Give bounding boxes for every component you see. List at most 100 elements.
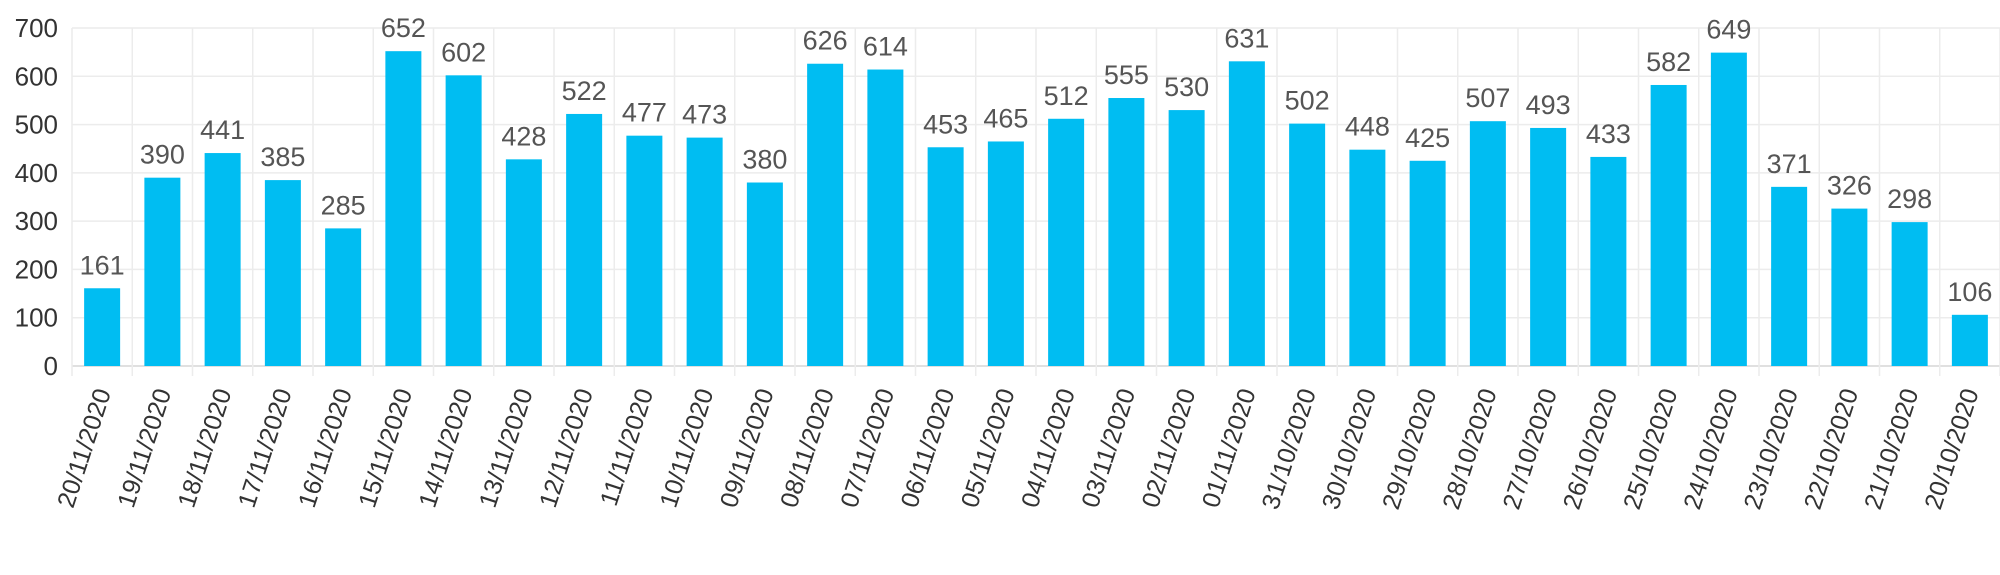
bar: [385, 51, 422, 366]
x-tick-label: 16/11/2020: [293, 385, 358, 511]
y-tick-label: 200: [15, 254, 58, 284]
data-label: 512: [1044, 81, 1089, 111]
bar: [204, 153, 241, 366]
bar: [1831, 208, 1868, 366]
bar: [626, 135, 663, 366]
data-label: 161: [80, 250, 125, 280]
data-label: 448: [1345, 112, 1390, 142]
data-label: 428: [501, 121, 546, 151]
y-tick-label: 0: [44, 351, 58, 381]
x-tick-label: 13/11/2020: [474, 385, 539, 511]
x-tick-label: 19/11/2020: [112, 385, 177, 511]
x-tick-label: 07/11/2020: [835, 385, 900, 511]
data-label: 502: [1285, 86, 1330, 116]
data-label: 453: [923, 109, 968, 139]
x-tick-label: 10/11/2020: [655, 385, 720, 511]
data-label: 507: [1465, 83, 1510, 113]
x-tick-label: 08/11/2020: [775, 385, 840, 511]
bar: [1530, 127, 1567, 366]
y-tick-label: 700: [15, 13, 58, 43]
x-tick-label: 05/11/2020: [956, 385, 1021, 511]
data-label: 433: [1586, 119, 1631, 149]
data-label: 106: [1947, 277, 1992, 307]
x-tick-label: 23/10/2020: [1739, 385, 1804, 513]
data-label: 298: [1887, 184, 1932, 214]
data-label: 602: [441, 37, 486, 67]
bar: [746, 182, 783, 366]
y-tick-label: 100: [15, 303, 58, 333]
bar: [1048, 118, 1085, 366]
y-tick-label: 600: [15, 61, 58, 91]
data-label: 441: [200, 115, 245, 145]
bar: [1168, 110, 1205, 366]
bar: [84, 288, 121, 366]
data-label: 493: [1526, 90, 1571, 120]
data-label: 652: [381, 13, 426, 43]
bar: [1409, 160, 1446, 366]
x-tick-label: 20/10/2020: [1919, 385, 1984, 513]
bar: [927, 147, 964, 366]
bars: [84, 51, 1988, 367]
x-tick-label: 29/10/2020: [1377, 385, 1442, 513]
bar: [987, 141, 1024, 366]
bar: [1710, 52, 1747, 367]
x-tick-label: 31/10/2020: [1257, 385, 1322, 513]
data-label: 649: [1706, 15, 1751, 45]
bar: [867, 69, 904, 367]
data-label: 555: [1104, 60, 1149, 90]
bar: [1650, 84, 1687, 366]
x-tick-label: 24/10/2020: [1678, 385, 1743, 513]
x-tick-label: 28/10/2020: [1437, 385, 1502, 513]
bar: [144, 177, 181, 366]
bar: [1951, 314, 1988, 366]
x-tick-label: 02/11/2020: [1137, 385, 1202, 511]
data-label: 326: [1827, 171, 1872, 201]
bar: [505, 159, 542, 366]
bar: [807, 63, 844, 366]
data-label: 465: [983, 103, 1028, 133]
bar: [1891, 222, 1928, 366]
data-label: 371: [1767, 149, 1812, 179]
data-label: 631: [1224, 23, 1269, 53]
x-tick-label: 04/11/2020: [1016, 385, 1081, 511]
x-tick-label: 15/11/2020: [353, 385, 418, 511]
x-tick-label: 06/11/2020: [896, 385, 961, 511]
data-label: 425: [1405, 123, 1450, 153]
x-tick-label: 30/10/2020: [1317, 385, 1382, 513]
data-label: 477: [622, 98, 667, 128]
y-axis-ticks: 0 100 200 300 400 500 600 700: [15, 13, 58, 381]
y-tick-label: 400: [15, 158, 58, 188]
x-tick-label: 14/11/2020: [414, 385, 479, 511]
x-tick-label: 03/11/2020: [1076, 385, 1141, 511]
data-label: 626: [803, 26, 848, 56]
bar: [1349, 149, 1386, 366]
bar: [566, 113, 603, 366]
data-label: 380: [742, 145, 787, 175]
data-label: 473: [682, 100, 727, 130]
bar: [264, 180, 301, 366]
x-tick-label: 22/10/2020: [1799, 385, 1864, 513]
x-tick-label: 11/11/2020: [595, 385, 659, 509]
bar: [1469, 121, 1506, 366]
data-label: 385: [260, 142, 305, 172]
data-label: 614: [863, 32, 908, 62]
bar: [1590, 156, 1627, 366]
x-tick-label: 17/11/2020: [233, 385, 298, 511]
data-label: 530: [1164, 72, 1209, 102]
data-label: 522: [562, 76, 607, 106]
x-tick-label: 12/11/2020: [534, 385, 599, 511]
data-label: 390: [140, 140, 185, 170]
x-tick-label: 21/10/2020: [1859, 385, 1924, 513]
x-tick-label: 20/11/2020: [52, 385, 117, 511]
x-tick-label: 26/10/2020: [1558, 385, 1623, 513]
y-tick-label: 300: [15, 206, 58, 236]
data-label: 582: [1646, 47, 1691, 77]
bar: [325, 228, 362, 366]
bar: [1228, 61, 1265, 367]
bar: [686, 137, 723, 366]
data-labels: 161 390 441 385 285 652 602 428 522 477 473 380 626 6…: [80, 13, 1993, 307]
y-tick-label: 500: [15, 110, 58, 140]
x-tick-label: 27/10/2020: [1498, 385, 1563, 513]
x-tick-label: 18/11/2020: [173, 385, 238, 511]
